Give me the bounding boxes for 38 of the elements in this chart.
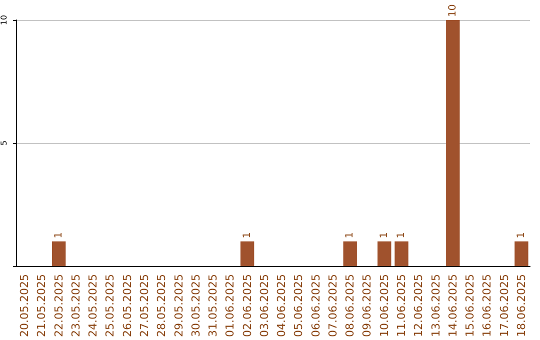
x-tick-label: 10.06.2025 — [378, 274, 391, 338]
y-tick-label: 5 — [0, 140, 8, 146]
x-tick-label: 15.06.2025 — [464, 274, 477, 338]
x-tick-label: 26.05.2025 — [120, 274, 134, 338]
x-tick-label: 06.06.2025 — [309, 274, 322, 338]
x-tick-label: 03.06.2025 — [258, 274, 271, 338]
data-label: 1 — [242, 232, 253, 238]
x-tick-label: 25.05.2025 — [104, 274, 117, 338]
x-tick-label: 01.06.2025 — [224, 274, 237, 338]
x-tick-label: 12.06.2025 — [412, 274, 426, 338]
x-tick-label: 27.05.2025 — [138, 274, 151, 338]
x-tick-label: 30.05.2025 — [189, 274, 202, 338]
x-tick-label: 16.06.2025 — [480, 274, 494, 338]
x-tick-label: 22.05.2025 — [52, 274, 66, 338]
x-tick-label: 29.05.2025 — [172, 274, 186, 338]
x-tick-label: 28.05.2025 — [155, 274, 168, 338]
x-tick-label: 23.05.2025 — [69, 274, 82, 338]
data-label: 1 — [53, 232, 64, 238]
data-label: 1 — [516, 232, 527, 238]
x-tick-label: 13.06.2025 — [429, 274, 442, 338]
x-tick-label: 20.05.2025 — [18, 274, 32, 338]
data-label: 1 — [344, 232, 356, 238]
x-tick-label: 11.06.2025 — [395, 274, 408, 338]
x-tick-label: 24.05.2025 — [86, 274, 100, 338]
x-tick-label: 17.06.2025 — [498, 274, 511, 338]
x-tick-label: 04.06.2025 — [275, 274, 288, 338]
x-tick-label: 08.06.2025 — [344, 274, 357, 338]
x-tick-label: 07.06.2025 — [326, 274, 340, 338]
x-tick-label: 05.06.2025 — [292, 274, 306, 338]
data-label: 1 — [378, 232, 390, 238]
data-label: 1 — [396, 232, 407, 238]
x-tick-label: 21.05.2025 — [35, 274, 48, 338]
x-tick-label: 02.06.2025 — [240, 274, 254, 338]
data-label: 10 — [447, 4, 458, 17]
x-tick-label: 18.06.2025 — [514, 274, 528, 338]
x-tick-label: 14.06.2025 — [446, 274, 460, 338]
x-tick-label: 31.05.2025 — [206, 274, 220, 338]
x-tick-label: 09.06.2025 — [360, 274, 374, 338]
